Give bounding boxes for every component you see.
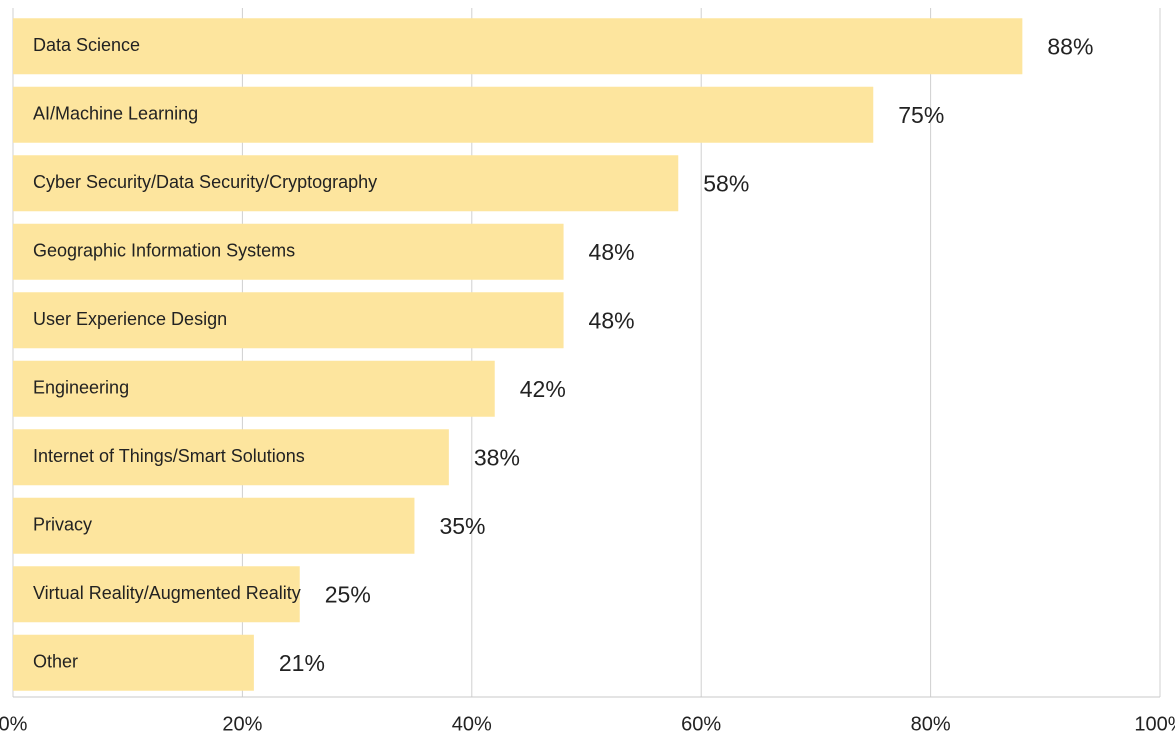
x-tick-label: 60% [681,713,721,735]
category-label: Internet of Things/Smart Solutions [33,446,305,466]
category-label: Engineering [33,378,129,398]
bar [13,429,449,486]
value-label: 48% [589,307,635,333]
category-label: Cyber Security/Data Security/Cryptograph… [33,172,377,192]
bar [13,86,874,143]
value-label: 21% [279,650,325,676]
category-label: Data Science [33,35,140,55]
value-label: 58% [703,170,749,196]
category-label: AI/Machine Learning [33,104,198,124]
value-label: 48% [589,239,635,265]
bar [13,155,679,212]
bar [13,292,564,349]
value-label: 75% [898,102,944,128]
category-label: Geographic Information Systems [33,241,295,261]
value-label: 42% [520,376,566,402]
x-tick-label: 40% [452,713,492,735]
category-label: Virtual Reality/Augmented Reality [33,583,301,603]
value-label: 35% [439,513,485,539]
category-label: User Experience Design [33,309,227,329]
x-tick-label: 20% [222,713,262,735]
category-label: Privacy [33,515,92,535]
bar [13,360,495,417]
bar [13,566,300,623]
value-label: 25% [325,581,371,607]
value-label: 38% [474,444,520,470]
x-tick-label: 100% [1134,713,1175,735]
x-tick-label: 80% [911,713,951,735]
value-label: 88% [1047,33,1093,59]
category-label: Other [33,652,78,672]
x-tick-label: 0% [0,713,28,735]
bar [13,18,1023,75]
bar [13,223,564,280]
bar [13,497,415,554]
bar [13,634,254,691]
